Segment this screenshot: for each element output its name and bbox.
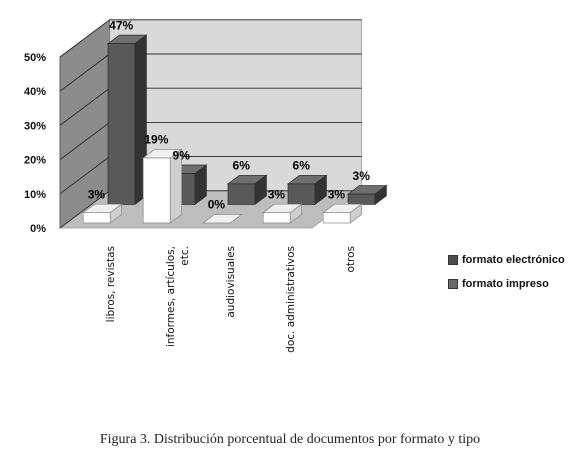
bar: [346, 184, 388, 206]
bar: [226, 174, 268, 206]
chart: 0% 10% 20% 30% 40% 50% 47% 9% 6% 6% 3% 3% 19% 0% 3% 3% l…: [24, 18, 388, 353]
bar: [106, 34, 148, 206]
legend-label-electronico: formato electrónico: [462, 254, 565, 266]
bar-front: [347, 193, 376, 205]
category-label-line: etc.: [179, 246, 191, 266]
y-tick-label: 50%: [24, 52, 46, 64]
category-label: doc. administrativos: [285, 246, 297, 353]
bar: [82, 203, 123, 224]
category-label-line: libros, revistas: [105, 246, 117, 322]
data-label: 19%: [144, 133, 168, 147]
bar-front: [262, 212, 291, 224]
bar-front: [322, 212, 351, 224]
bar-top: [202, 214, 243, 224]
data-label: 6%: [293, 159, 311, 173]
data-label: 3%: [268, 187, 286, 201]
category-label: otros: [345, 246, 357, 273]
legend-swatch-electronico: [448, 255, 458, 265]
category-label-line: otros: [345, 246, 357, 273]
data-label: 3%: [88, 187, 106, 201]
data-label: 6%: [233, 159, 251, 173]
category-label: audiovisuales: [225, 246, 237, 318]
legend-swatch-impreso: [448, 279, 458, 289]
data-label: 9%: [173, 148, 191, 162]
data-label: 47%: [109, 18, 133, 32]
bar: [202, 214, 243, 224]
bar: [286, 174, 328, 206]
y-tick-label: 10%: [24, 189, 46, 201]
data-label: 0%: [208, 198, 226, 212]
y-tick-label: 0%: [30, 223, 46, 235]
category-label: libros, revistas: [105, 246, 117, 322]
y-tick-label: 40%: [24, 86, 46, 98]
legend-label-impreso: formato impreso: [462, 278, 549, 290]
category-label-line: informes, artículos,: [165, 246, 177, 347]
data-label: 3%: [328, 187, 346, 201]
legend-item-electronico: formato electrónico: [448, 248, 565, 272]
data-label: 3%: [353, 169, 371, 183]
y-tick-label: 20%: [24, 155, 46, 167]
category-label: informes, artículos, etc.: [165, 246, 191, 347]
bar-front: [287, 183, 316, 205]
legend: formato electrónico formato impreso: [448, 248, 565, 296]
figure-caption: Figura 3. Distribución porcentual de doc…: [99, 432, 481, 447]
category-label-line: audiovisuales: [225, 246, 237, 318]
legend-item-impreso: formato impreso: [448, 272, 565, 296]
bar: [262, 203, 303, 224]
bar-front: [107, 43, 136, 205]
bar-front: [82, 212, 111, 224]
category-label-line: doc. administrativos: [285, 246, 297, 353]
bar-front: [227, 183, 256, 205]
bar: [322, 203, 363, 224]
bar-front: [142, 157, 171, 224]
bar: [142, 148, 183, 224]
gridline: [59, 19, 362, 58]
y-tick-label: 30%: [24, 120, 46, 132]
